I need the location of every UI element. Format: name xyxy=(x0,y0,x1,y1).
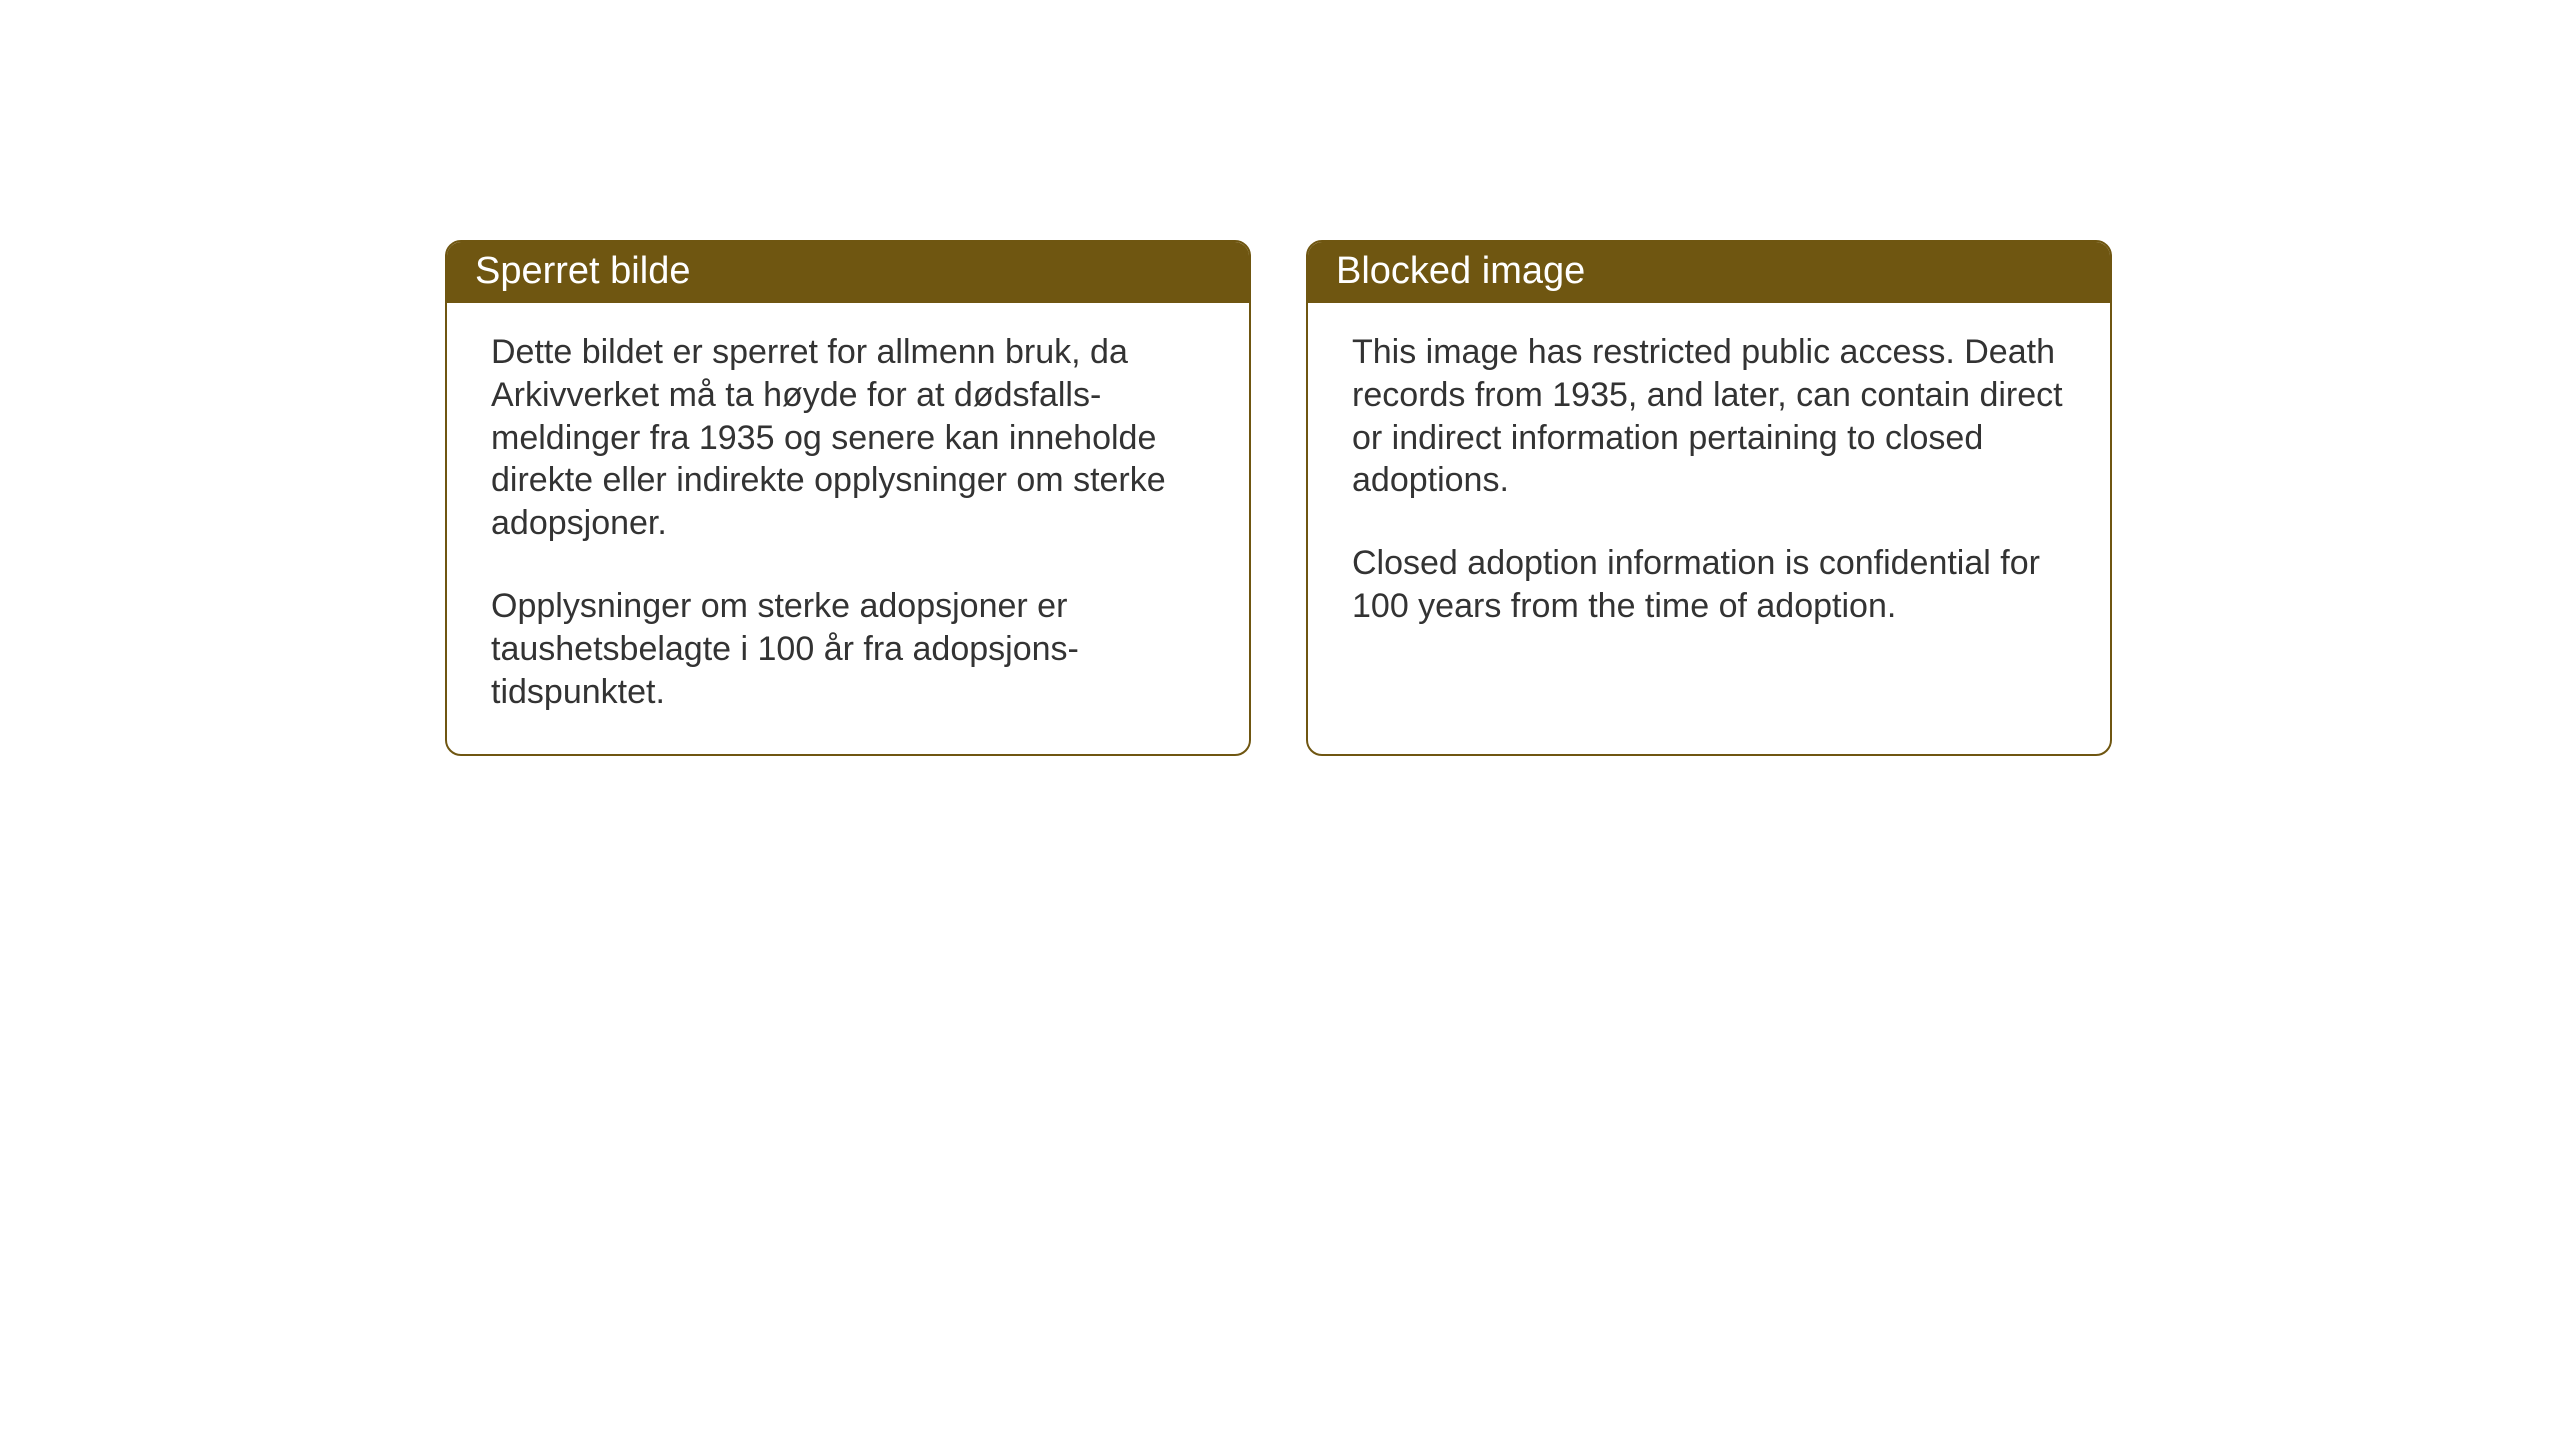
notice-paragraph-1-norwegian: Dette bildet er sperret for allmenn bruk… xyxy=(491,331,1205,545)
notice-body-norwegian: Dette bildet er sperret for allmenn bruk… xyxy=(447,303,1249,754)
notice-paragraph-2-norwegian: Opplysninger om sterke adopsjoner er tau… xyxy=(491,585,1205,713)
notice-title-norwegian: Sperret bilde xyxy=(475,250,690,292)
notice-header-english: Blocked image xyxy=(1308,242,2110,303)
notice-card-english: Blocked image This image has restricted … xyxy=(1306,240,2112,756)
notice-title-english: Blocked image xyxy=(1336,250,1585,292)
notice-header-norwegian: Sperret bilde xyxy=(447,242,1249,303)
notice-body-english: This image has restricted public access.… xyxy=(1308,303,2110,743)
notice-container: Sperret bilde Dette bildet er sperret fo… xyxy=(445,240,2112,756)
notice-paragraph-2-english: Closed adoption information is confident… xyxy=(1352,542,2066,628)
notice-paragraph-1-english: This image has restricted public access.… xyxy=(1352,331,2066,502)
notice-card-norwegian: Sperret bilde Dette bildet er sperret fo… xyxy=(445,240,1251,756)
